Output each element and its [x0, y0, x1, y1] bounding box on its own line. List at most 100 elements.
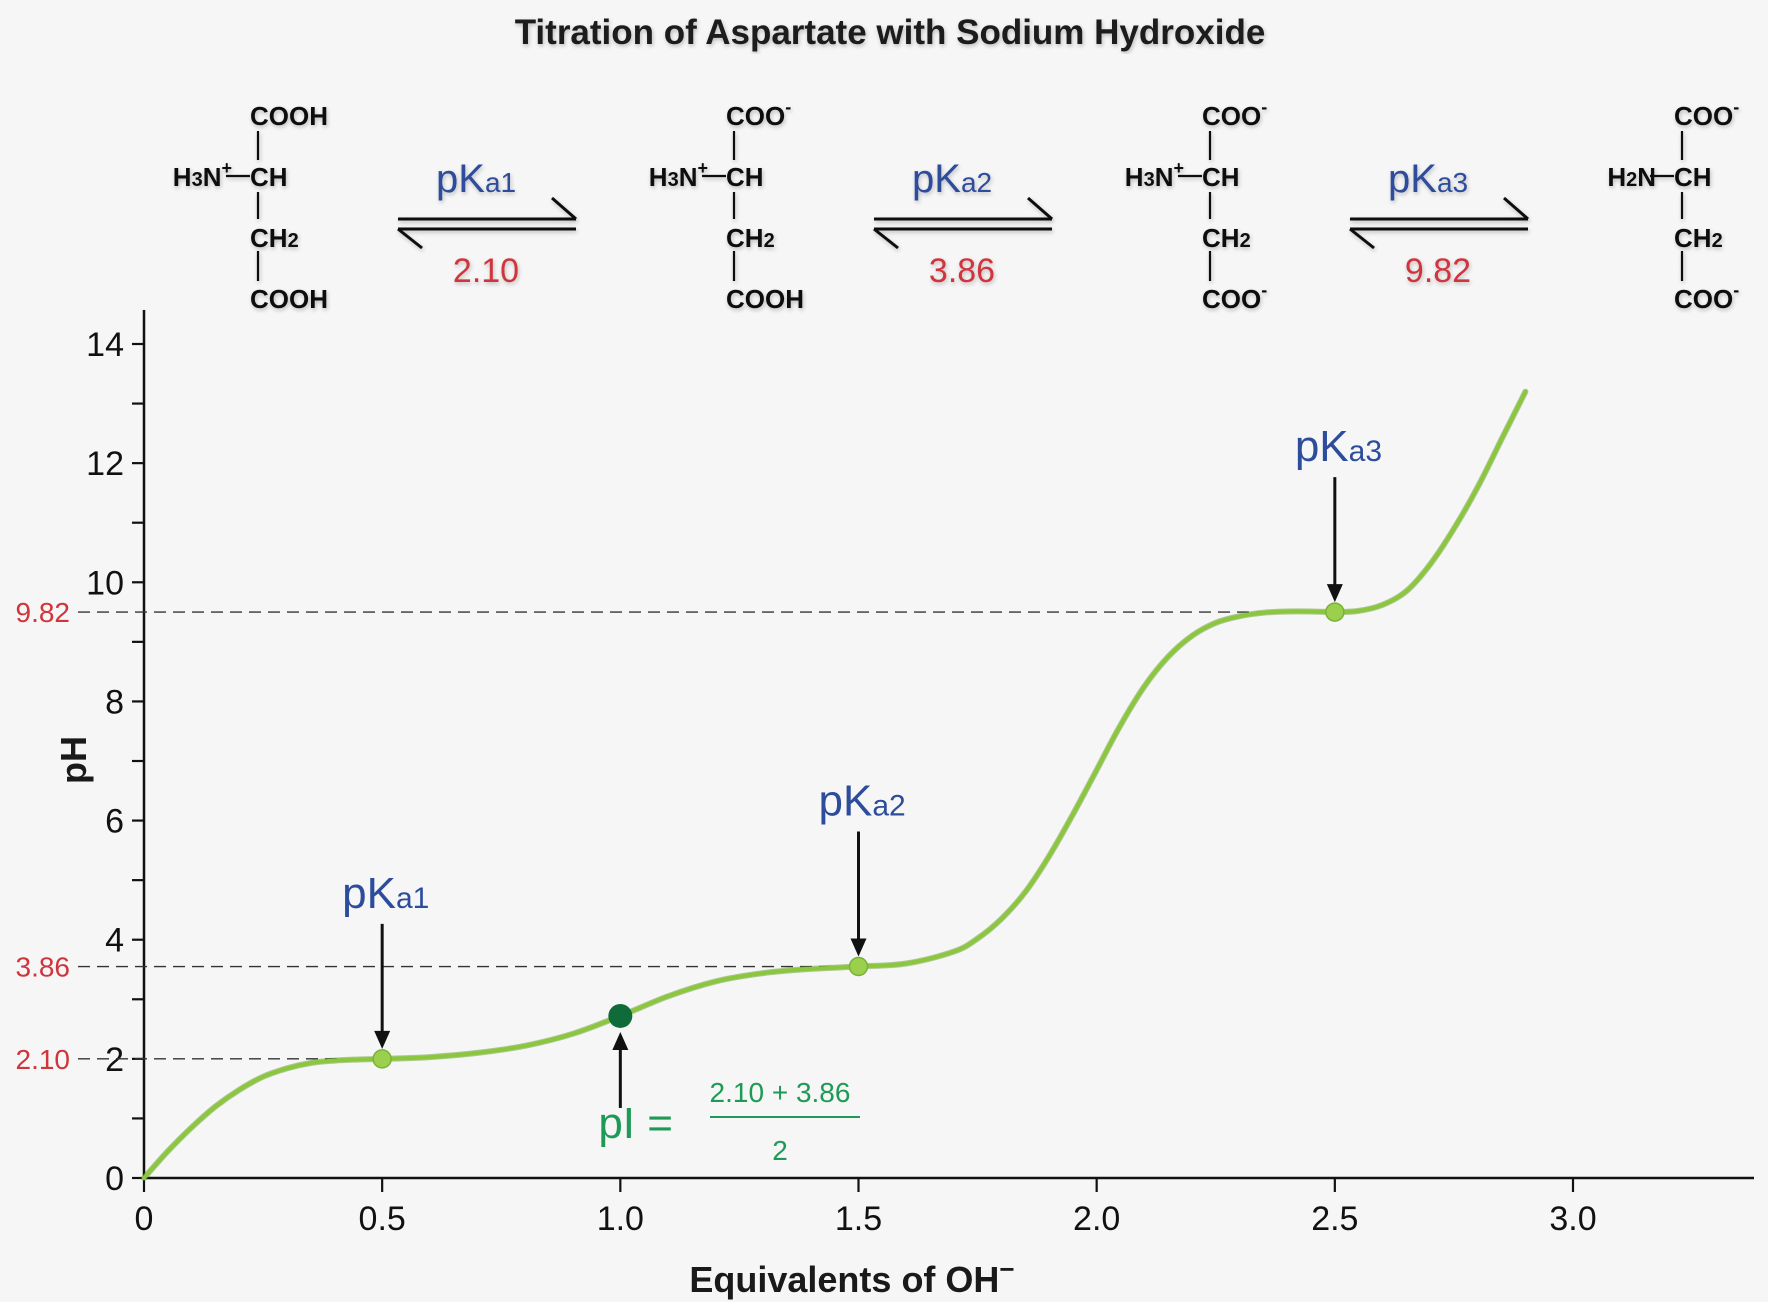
charge-sup: -	[1261, 280, 1267, 300]
amine-part: 3	[192, 169, 203, 191]
pka-annotation-label: pKa2	[819, 777, 906, 826]
structure-top-group: COO-	[1674, 97, 1739, 131]
forward-arrow-head	[1027, 196, 1053, 221]
structure-center: CH	[726, 162, 764, 192]
pka-annotation-label: pKa1	[342, 869, 429, 918]
charge-sup: +	[221, 158, 232, 178]
equilibrium-1: pKa1 2.10	[397, 157, 577, 290]
pka-point	[372, 1049, 392, 1069]
middle-part: CH	[726, 223, 764, 253]
structure-amine: H3N+	[649, 158, 708, 192]
reverse-arrow-head	[397, 227, 423, 250]
amine-part: 3	[668, 169, 679, 191]
y-tick-label: 6	[105, 803, 124, 841]
middle-part: CH	[250, 223, 288, 253]
charge-sup: -	[1261, 97, 1267, 117]
equilibrium-value: 3.86	[929, 252, 995, 290]
pka-annotation-subscript: a2	[872, 790, 905, 823]
x-tick-label: 0	[135, 1200, 154, 1238]
amine-part: N	[1155, 162, 1174, 192]
charge-sup: -	[785, 97, 791, 117]
pka-point	[848, 956, 869, 977]
reference-label: 9.82	[16, 597, 71, 628]
reverse-arrow-head	[873, 227, 899, 250]
pi-arrow-head	[612, 1031, 629, 1050]
y-tick-label: 4	[105, 922, 124, 960]
reference-label: 3.86	[16, 952, 71, 983]
structure-bottom-group: COO-	[1202, 280, 1267, 314]
y-tick-label: 10	[86, 564, 124, 602]
pka-subscript: a1	[485, 167, 516, 198]
structure-center: CH	[250, 162, 288, 192]
amine-part: N	[203, 162, 222, 192]
equilibrium-pka-label: pKa1	[436, 157, 516, 201]
charge-sup: +	[1173, 158, 1184, 178]
middle-part: 2	[1240, 230, 1251, 252]
structure-bottom-group: COOH	[726, 284, 804, 314]
middle-part: 2	[288, 230, 299, 252]
equilibrium-value: 2.10	[453, 252, 519, 290]
x-tick-label: 0.5	[359, 1200, 406, 1238]
amine-part: 3	[1144, 169, 1155, 191]
amine-part: H	[649, 162, 668, 192]
forward-arrow-head	[1503, 196, 1529, 221]
equilibrium-2: pKa2 3.86	[873, 157, 1053, 290]
structure-amine: H3N+	[1125, 158, 1184, 192]
pka-subscript: a2	[961, 167, 992, 198]
reverse-arrow-head	[1349, 227, 1375, 250]
x-axis-label-superscript: −	[999, 1254, 1014, 1284]
structure-bottom-group: COO-	[1674, 280, 1739, 314]
forward-arrow-head	[551, 196, 577, 221]
x-tick-label: 1.5	[835, 1200, 882, 1238]
amine-part: N	[1637, 162, 1656, 192]
structure-top-group: COO-	[726, 97, 791, 131]
x-tick-label: 2.5	[1311, 1200, 1358, 1238]
x-axis-label: Equivalents of OH−	[689, 1254, 1014, 1300]
structure-bottom-group: COOH	[250, 284, 328, 314]
amine-part: H	[1125, 162, 1144, 192]
structure-middle: CH2	[250, 223, 299, 253]
middle-part: 2	[764, 230, 775, 252]
equilibrium-pka-label: pKa3	[1388, 157, 1468, 201]
pka-arrow-head	[1326, 584, 1343, 603]
y-tick-label: 14	[86, 326, 124, 364]
middle-part: CH	[1674, 223, 1712, 253]
titration-chart: 0 2 4 6 8 10 12 14 0 0.5 1.0 1.5 2.0 2.5 3.0 Equivalent…	[16, 310, 1754, 1300]
chart-title: Titration of Aspartate with Sodium Hydro…	[515, 13, 1266, 52]
pka-annotation-subscript: a1	[396, 882, 429, 915]
amine-part: 2	[1626, 169, 1637, 191]
x-tick-label: 2.0	[1073, 1200, 1120, 1238]
y-tick-label: 0	[105, 1160, 124, 1198]
equilibrium-value: 9.82	[1405, 252, 1471, 290]
structure-center: CH	[1674, 162, 1712, 192]
pka-arrow-head	[374, 1030, 391, 1049]
middle-part: CH	[1202, 223, 1240, 253]
structure-top-group: COOH	[250, 101, 328, 131]
structure-middle: CH2	[1674, 223, 1723, 253]
structure-middle: CH2	[1202, 223, 1251, 253]
pka-point	[1325, 602, 1345, 622]
y-tick-label: 8	[105, 683, 124, 721]
pka-annotation-label: pKa3	[1295, 422, 1382, 471]
charge-sup: +	[697, 158, 708, 178]
x-tick-label: 3.0	[1549, 1200, 1596, 1238]
reference-label: 2.10	[16, 1044, 71, 1075]
amine-part: H	[173, 162, 192, 192]
y-tick-label: 2	[105, 1041, 124, 1079]
equilibrium-3: pKa3 9.82	[1349, 157, 1529, 290]
amine-part: N	[679, 162, 698, 192]
pi-point	[608, 1003, 633, 1028]
structure-amine: H2N	[1607, 162, 1656, 192]
charge-sup: -	[1733, 280, 1739, 300]
pka-arrow-head	[850, 938, 867, 957]
y-tick-label: 12	[86, 445, 124, 483]
charge-sup: -	[1733, 97, 1739, 117]
pka-annotation-subscript: a3	[1349, 435, 1382, 468]
structure-middle: CH2	[726, 223, 775, 253]
x-tick-label: 1.0	[597, 1200, 644, 1238]
pi-denominator: 2	[772, 1135, 788, 1166]
